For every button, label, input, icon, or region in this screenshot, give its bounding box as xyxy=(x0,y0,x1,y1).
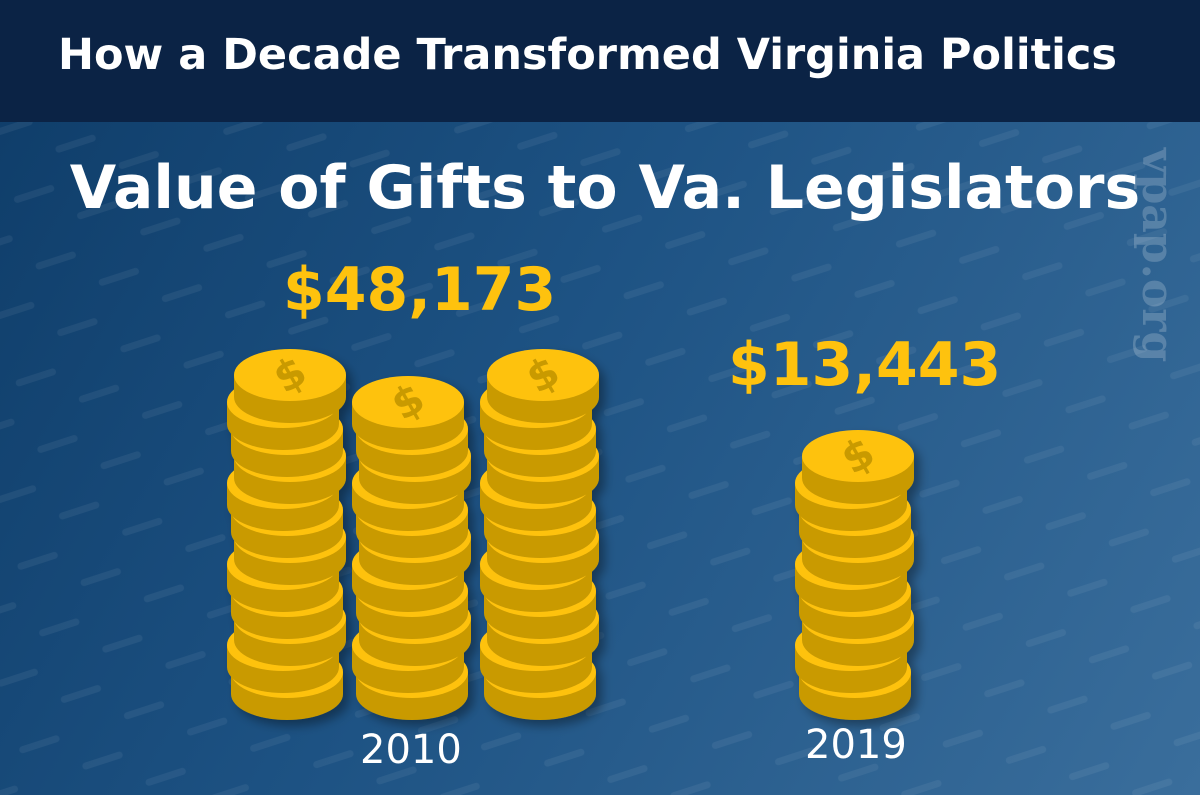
header-bar: How a Decade Transformed Virginia Politi… xyxy=(0,0,1200,122)
coin: $ xyxy=(802,427,914,504)
coin: $ xyxy=(234,346,346,423)
category-label-2010: 2010 xyxy=(360,727,462,773)
header-title: How a Decade Transformed Virginia Politi… xyxy=(58,30,1117,80)
coin-stack-2019-1: $ xyxy=(795,427,914,720)
coin-stack-2010-3: $ xyxy=(480,346,599,720)
chart-title: Value of Gifts to Va. Legislators xyxy=(69,153,1141,223)
category-label-2019: 2019 xyxy=(805,722,907,768)
value-label-2019: $13,443 xyxy=(728,330,1002,400)
coin: $ xyxy=(487,346,599,423)
value-label-2010: $48,173 xyxy=(283,255,557,325)
coin-stack-2010-1: $ xyxy=(227,346,346,720)
coin: $ xyxy=(352,373,464,450)
coin-stack-2010-2: $ xyxy=(352,373,471,720)
